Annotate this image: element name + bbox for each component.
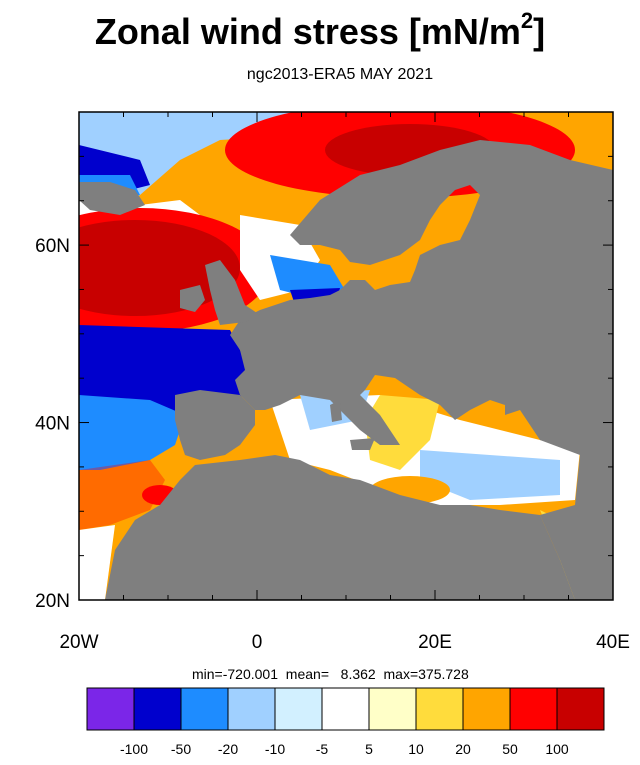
x-tick-label: 20E [418, 632, 452, 653]
y-tick-label: 40N [35, 414, 70, 435]
stat-max: 375.728 [418, 666, 469, 682]
field-eastern-med-lightblue [420, 450, 560, 500]
field-southwest-white [79, 525, 115, 600]
colorbar-swatch [415, 687, 464, 731]
land-sicily [350, 438, 375, 450]
land-iceland [79, 182, 145, 215]
colorbar: -100 -50 -20 -10 -5 5 10 20 50 100 [86, 687, 605, 757]
colorbar-swatch [321, 687, 370, 731]
land-europe [230, 140, 613, 600]
colorbar-swatch [227, 687, 276, 731]
colorbar-swatch [462, 687, 511, 731]
map-plot-area [79, 112, 613, 600]
field-iberia-west-blue [79, 395, 185, 470]
field-northwest-lightblue [79, 112, 330, 215]
colorbar-swatch [180, 687, 229, 731]
x-tick-label: 20W [59, 632, 98, 653]
colorbar-label: 100 [545, 741, 569, 757]
x-tick-label: 0 [252, 632, 263, 653]
land-iberia [175, 390, 255, 460]
y-tick-label: 60N [35, 236, 70, 257]
land-corsica-sardinia [330, 400, 342, 422]
colorbar-swatch [133, 687, 182, 731]
land-ireland [180, 285, 205, 312]
stat-mean: 8.362 [340, 666, 376, 682]
chart-title: Zonal wind stress [mN/m2] [94, 8, 546, 53]
colorbar-label: 5 [365, 741, 373, 757]
map-axes: 20W 0 20E 40E 60N 40N 20N [35, 111, 630, 653]
colorbar-swatch [556, 687, 605, 731]
colorbar-label: -10 [265, 741, 285, 757]
colorbar-swatch [509, 687, 558, 731]
colorbar-label: -100 [120, 741, 148, 757]
stats-line: min=-720.001 mean= 8.362 max=375.728 [192, 666, 469, 682]
colorbar-label: -5 [316, 741, 329, 757]
colorbar-swatch [368, 687, 417, 731]
colorbar-label: 50 [502, 741, 518, 757]
colorbar-label: 10 [408, 741, 424, 757]
colorbar-swatch [86, 687, 135, 731]
colorbar-label: 20 [455, 741, 471, 757]
colorbar-label: -50 [171, 741, 191, 757]
x-tick-label: 40E [596, 632, 630, 653]
field-morocco-orange [79, 460, 165, 530]
land-north-africa [105, 455, 575, 600]
field-adriatic-yellow [365, 395, 440, 470]
y-tick-label: 20N [35, 591, 70, 612]
land-great-britain [205, 260, 260, 325]
colorbar-swatch [274, 687, 323, 731]
chart-subtitle: ngc2013-ERA5 MAY 2021 [246, 66, 434, 83]
stat-min: -720.001 [222, 666, 279, 682]
colorbar-label: -20 [218, 741, 238, 757]
